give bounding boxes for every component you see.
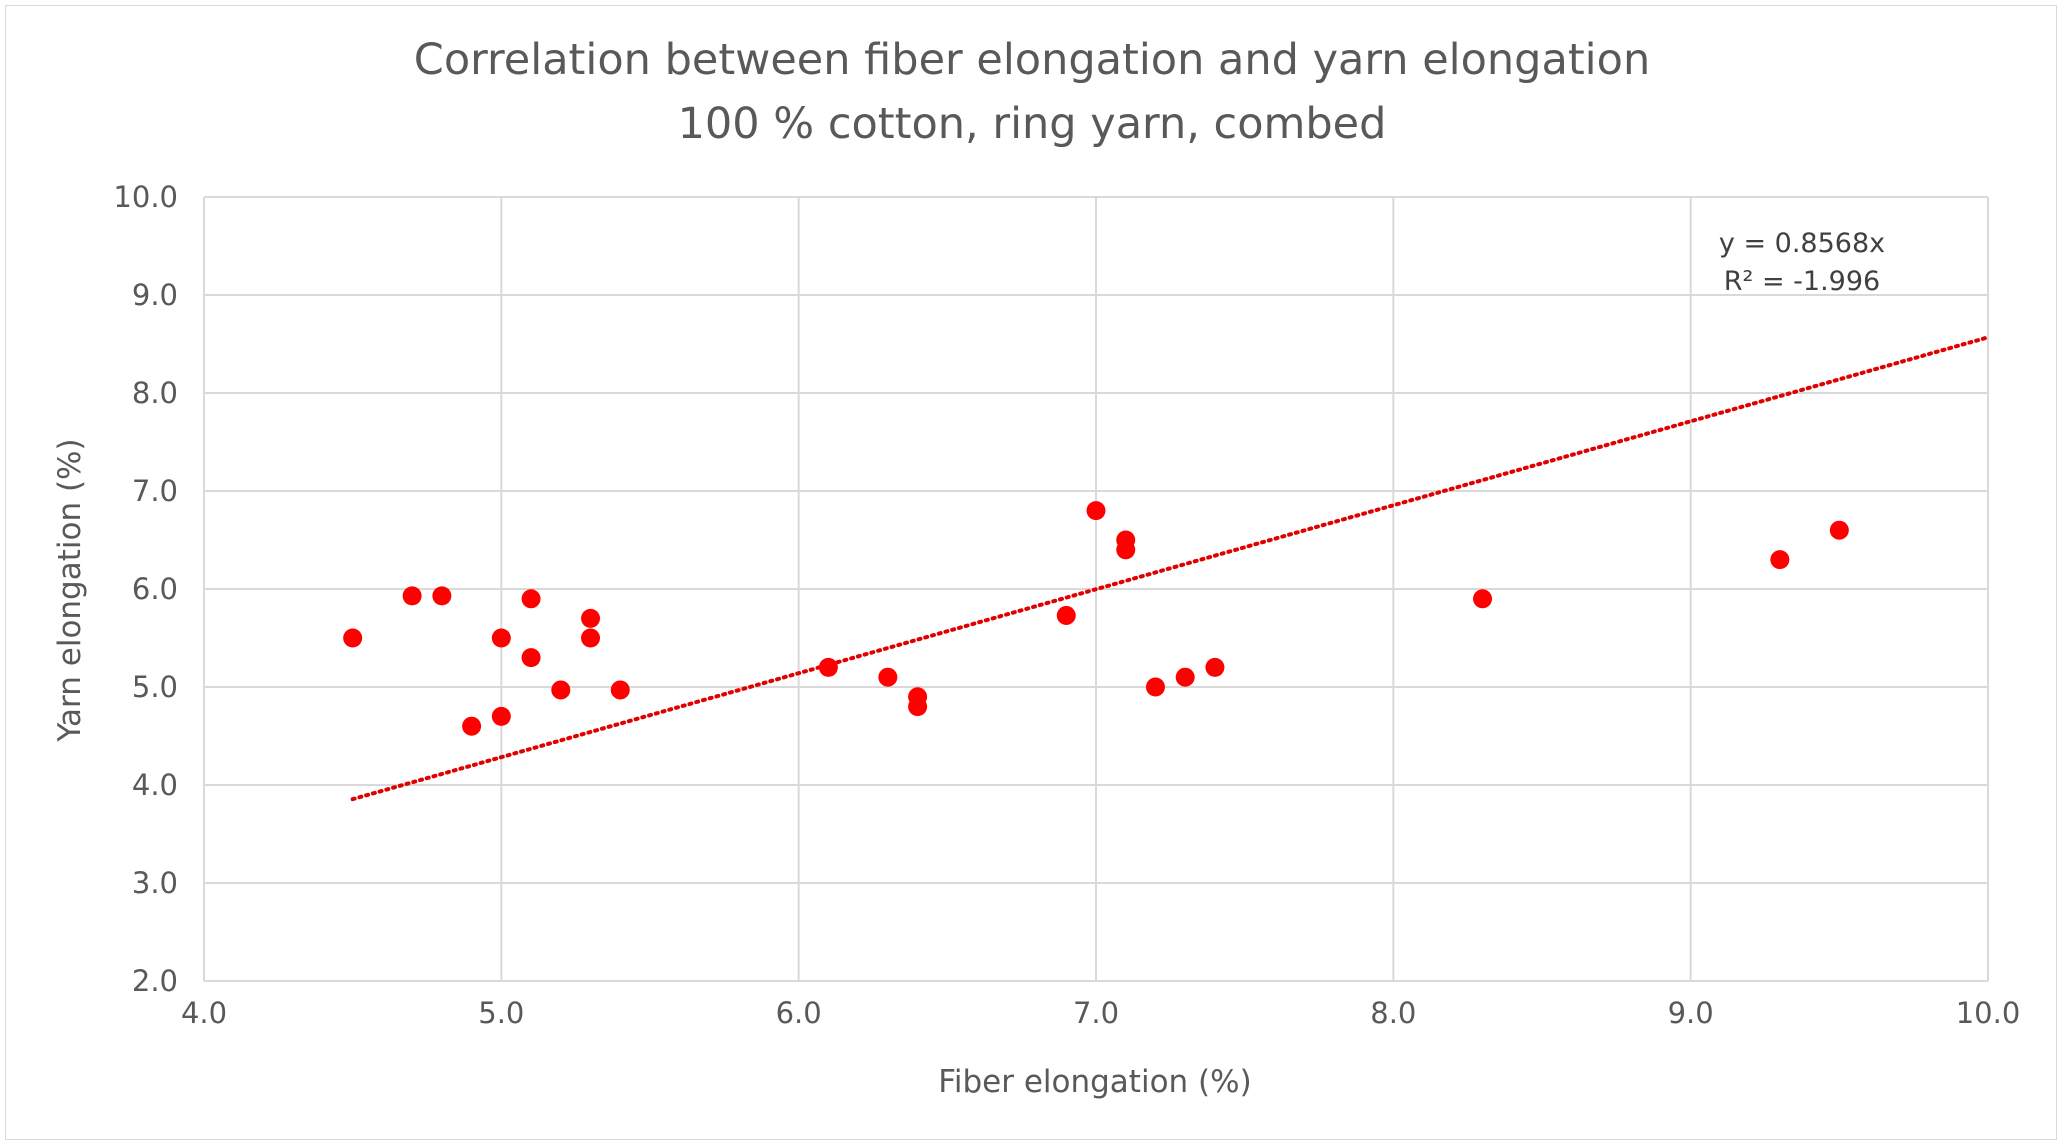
data-point: [491, 628, 511, 648]
data-point: [462, 716, 482, 736]
chart-title: Correlation between fiber elongation and…: [414, 35, 1650, 85]
data-point: [491, 706, 511, 726]
data-point: [402, 586, 422, 606]
data-point: [908, 697, 928, 717]
chart-area: [5, 5, 2057, 1140]
x-tick-label: 5.0: [478, 996, 524, 1030]
trendline: [350, 335, 1990, 802]
y-axis-title: Yarn elongation (%): [52, 438, 88, 742]
y-tick-label: 3.0: [132, 866, 178, 900]
data-point: [1116, 540, 1136, 560]
data-point: [1473, 589, 1493, 609]
data-point: [343, 628, 363, 648]
y-tick-label: 7.0: [132, 474, 178, 508]
data-point: [1145, 677, 1165, 697]
data-points: [343, 501, 1849, 736]
y-tick-label: 8.0: [132, 376, 178, 410]
x-tick-label: 4.0: [181, 996, 227, 1030]
y-tick-label: 6.0: [132, 572, 178, 606]
trendline-r-squared: R² = -1.996: [1724, 266, 1880, 297]
tick-labels: 2.0 3.0 4.0 5.0 6.0 7.0 8.0 9.0 10.0 4.0 5.0 6.0 7.0…: [113, 180, 2020, 1030]
data-point: [432, 586, 452, 606]
data-point: [1205, 657, 1225, 677]
data-point: [581, 608, 601, 628]
data-point: [1770, 550, 1790, 570]
data-point: [581, 628, 601, 648]
data-point: [521, 589, 541, 609]
y-tick-label: 4.0: [132, 768, 178, 802]
data-point: [610, 680, 630, 700]
x-tick-label: 7.0: [1073, 996, 1119, 1030]
x-tick-label: 9.0: [1668, 996, 1714, 1030]
data-point: [551, 680, 571, 700]
trendline-equation: y = 0.8568x: [1719, 228, 1885, 259]
data-point: [878, 667, 898, 687]
data-point: [1086, 501, 1106, 521]
x-tick-label: 6.0: [776, 996, 822, 1030]
x-tick-label: 10.0: [1956, 996, 2021, 1030]
y-tick-label: 10.0: [113, 180, 178, 214]
trendline-layer: [350, 335, 1990, 802]
data-point: [1056, 605, 1076, 625]
data-point: [521, 648, 541, 668]
y-tick-label: 5.0: [132, 670, 178, 704]
data-point: [1175, 667, 1195, 687]
chart-subtitle: 100 % cotton, ring yarn, combed: [678, 99, 1387, 149]
x-tick-label: 8.0: [1370, 996, 1416, 1030]
x-axis-title: Fiber elongation (%): [938, 1064, 1251, 1100]
data-point: [818, 657, 838, 677]
y-tick-label: 2.0: [132, 964, 178, 998]
data-point: [1829, 520, 1849, 540]
y-tick-label: 9.0: [132, 278, 178, 312]
gridlines: [203, 196, 1989, 982]
